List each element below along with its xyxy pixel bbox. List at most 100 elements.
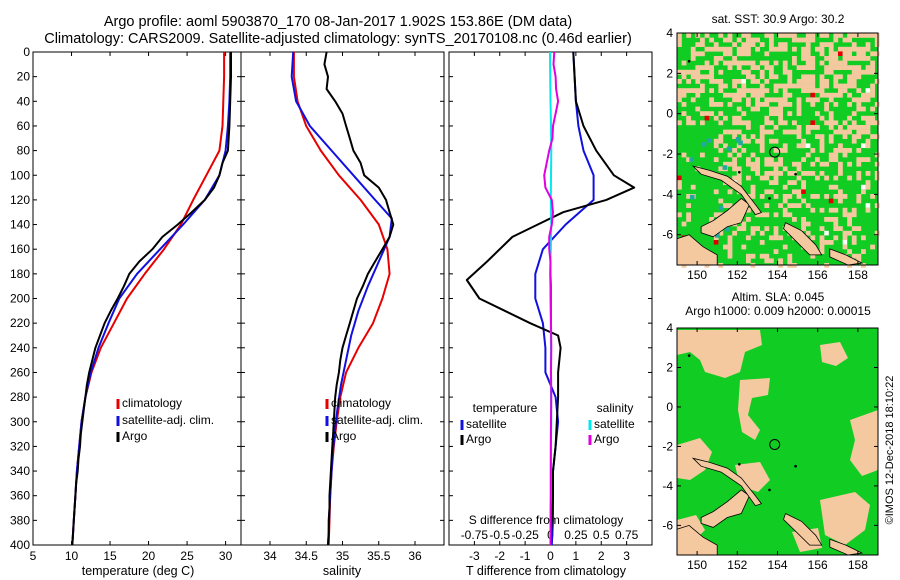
sst-land-cell	[870, 92, 875, 98]
sst-land-cell	[838, 65, 843, 70]
sst-land-cell	[778, 83, 783, 89]
sst-land-cell	[805, 37, 811, 43]
sst-land-cell	[787, 69, 793, 75]
sst-land-cell	[718, 83, 724, 89]
sst-land-cell	[810, 148, 816, 153]
sst-land-cell	[796, 129, 802, 135]
sst-land-cell	[782, 92, 788, 98]
sst-land-cell	[842, 152, 848, 158]
sst-land-cell	[865, 42, 871, 47]
sst-land-cell	[732, 56, 737, 61]
sst-land-cell	[851, 97, 857, 103]
sst-land-cell	[828, 69, 834, 75]
sst-land-cell	[842, 88, 848, 93]
sst-land-cell	[782, 212, 788, 218]
sst-land-cell	[815, 157, 820, 162]
sst-land-cell	[865, 97, 871, 103]
sst-land-cell	[782, 120, 788, 126]
sst-land-cell	[833, 51, 839, 57]
sst-land-cell	[750, 134, 756, 139]
sst-flag-cell	[741, 79, 746, 84]
sst-land-cell	[778, 148, 783, 153]
legend-label: satellite-adj. clim.	[331, 413, 423, 427]
sst-land-cell	[677, 69, 682, 75]
sst-land-cell	[690, 88, 696, 93]
sst-land-cell	[759, 138, 765, 144]
sst-land-cell	[690, 184, 696, 190]
sst-land-cell	[782, 166, 788, 172]
sst-land-cell	[782, 88, 788, 93]
sst-land-cell	[847, 217, 852, 222]
sst-land-cell	[727, 51, 733, 57]
temperature-xlabel: temperature (deg C)	[82, 564, 195, 578]
sst-land-cell	[700, 74, 705, 80]
legend-title-temperature: temperature	[473, 401, 538, 415]
sst-land-cell	[741, 226, 747, 231]
sst-land-cell	[782, 194, 788, 199]
s-tick-label: 0.25	[564, 528, 588, 542]
x-tick-label: 2	[598, 549, 605, 563]
temperature-chart: temperature (deg C) 0 20 40 60 80 100 120 140 16…	[10, 45, 242, 578]
y-tick-label: 2	[666, 66, 673, 80]
sst-land-cell	[824, 217, 829, 222]
sst-land-cell	[778, 106, 783, 112]
sst-land-cell	[856, 148, 862, 153]
sst-land-cell	[750, 88, 756, 93]
sst-land-cell	[759, 102, 765, 107]
sst-land-cell	[819, 92, 825, 98]
sst-land-cell	[782, 83, 788, 89]
sst-land-cell	[690, 120, 696, 126]
x-tick-label: 1	[573, 549, 580, 563]
sst-land-cell	[741, 221, 747, 227]
sst-land-cell	[681, 60, 687, 66]
sst-land-cell	[824, 194, 829, 199]
x-tick-label: 150	[687, 558, 707, 572]
y-tick-label: -6	[662, 228, 673, 242]
sla-map-title-line1: Altim. SLA: 0.045	[732, 290, 825, 304]
sst-flag-cell	[842, 240, 848, 245]
sst-land-cell	[870, 115, 875, 121]
x-tick-label: -3	[469, 549, 480, 563]
sst-flag-cell	[805, 143, 811, 148]
sst-land-cell	[796, 102, 802, 107]
sst-land-cell	[773, 46, 779, 52]
sst-land-cell	[810, 253, 816, 259]
sst-land-cell	[810, 79, 816, 84]
sst-land-cell	[838, 148, 843, 153]
sst-land-cell	[865, 138, 871, 144]
sst-land-cell	[796, 194, 802, 199]
sst-land-cell	[686, 212, 691, 218]
sst-land-cell	[741, 42, 747, 47]
sst-land-cell	[865, 129, 871, 135]
sst-land-cell	[713, 46, 719, 52]
sst-land-cell	[746, 37, 751, 43]
sst-land-cell	[782, 102, 788, 107]
sst-land-cell	[810, 171, 816, 176]
sst-land-cell	[746, 258, 751, 264]
sst-land-cell	[750, 161, 756, 167]
y-tick-label: -6	[662, 518, 673, 532]
sst-land-cell	[704, 46, 710, 52]
sst-land-cell	[700, 83, 705, 89]
sst-land-cell	[833, 56, 839, 61]
sst-land-cell	[686, 115, 691, 121]
sst-land-cell	[755, 79, 760, 84]
sst-land-cell	[741, 120, 747, 126]
sst-land-cell	[700, 120, 705, 126]
sst-land-cell	[870, 194, 875, 199]
sst-land-cell	[769, 129, 774, 135]
sst-land-cell	[810, 60, 816, 66]
sst-land-cell	[847, 33, 852, 38]
sla-land-patch	[738, 378, 770, 440]
sst-land-cell	[870, 33, 875, 38]
sst-land-cell	[782, 148, 788, 153]
salinity-chart: salinity 34 34.5 35 35.5 36 climatology satell…	[240, 51, 445, 578]
sst-land-cell	[828, 56, 834, 61]
sst-land-cell	[815, 134, 820, 139]
sst-land-cell	[769, 120, 774, 126]
sst-land-cell	[769, 69, 774, 75]
sst-land-cell	[690, 51, 696, 57]
sst-teal-cell	[722, 165, 728, 170]
sst-land-cell	[833, 235, 839, 241]
sst-land-cell	[787, 258, 793, 264]
